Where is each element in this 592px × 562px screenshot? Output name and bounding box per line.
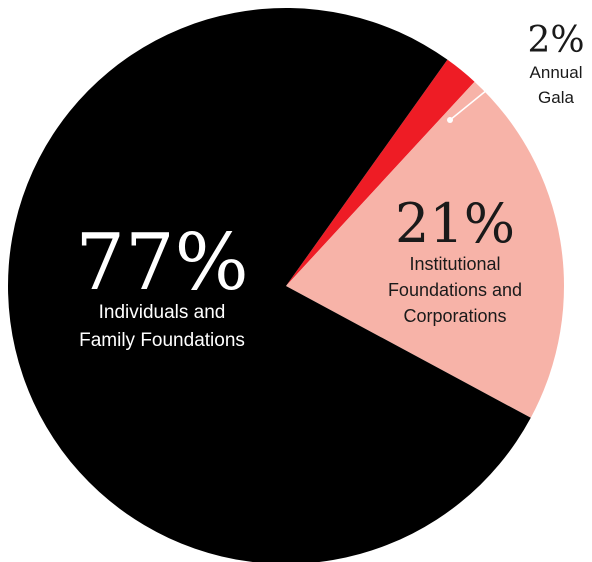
category-label-gala-line1: Annual [530, 63, 583, 82]
slice-institutional [286, 81, 565, 418]
value-label-individuals: 77% [75, 218, 248, 308]
category-label-institutional-line1: Institutional [409, 254, 500, 274]
slice-individuals [8, 8, 531, 562]
category-label-individuals-line2: Family Foundations [79, 330, 245, 351]
gala-leader-dot [447, 117, 453, 123]
category-label-institutional-line3: Corporations [403, 306, 506, 326]
category-label-gala-line2: Gala [538, 88, 574, 107]
value-label-institutional: 21% [395, 192, 515, 255]
pie-slices [8, 8, 565, 562]
category-label-individuals-line1: Individuals and [99, 302, 226, 323]
value-label-gala: 2% [527, 20, 584, 61]
slice-gala [286, 59, 475, 286]
gala-leader-line [449, 76, 504, 121]
category-label-institutional-line2: Foundations and [388, 280, 522, 300]
